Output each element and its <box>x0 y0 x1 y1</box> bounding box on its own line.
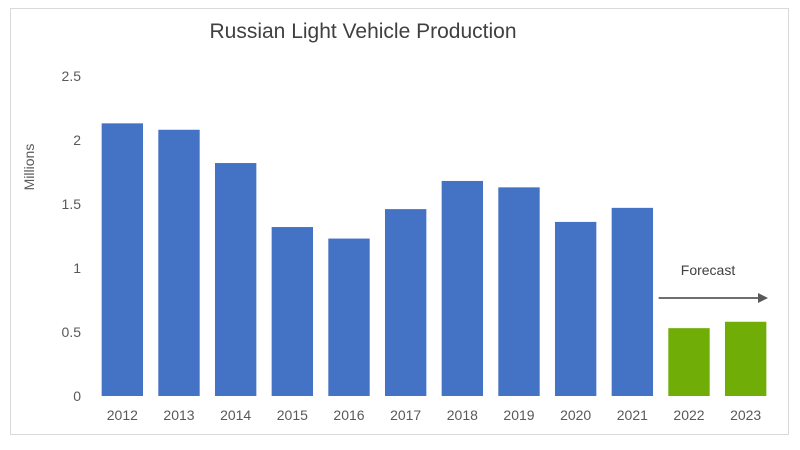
bar-2019 <box>498 187 540 396</box>
x-tick-label: 2018 <box>447 407 478 423</box>
bar-2016 <box>328 238 370 396</box>
x-tick-label: 2017 <box>390 407 421 423</box>
x-tick-label: 2015 <box>277 407 308 423</box>
y-axis-ticks: 0 0.5 1 1.5 2 2.5 <box>62 68 82 404</box>
chart-title: Russian Light Vehicle Production <box>209 20 516 43</box>
x-tick-label: 2020 <box>560 407 591 423</box>
bar-2018 <box>441 180 484 396</box>
x-tick-label: 2019 <box>503 407 534 423</box>
x-tick-label: 2023 <box>730 407 761 423</box>
bar-2021 <box>611 207 654 396</box>
bar-2014 <box>214 163 257 396</box>
chart-frame: Russian Light Vehicle Production Million… <box>10 8 789 435</box>
x-tick-label: 2022 <box>673 407 704 423</box>
bar-chart: Russian Light Vehicle Production Million… <box>21 20 768 423</box>
x-axis-ticks: 2012 2013 2014 2015 2016 2017 2018 2019 2020 2021… <box>107 407 762 423</box>
bar-2020 <box>554 221 597 396</box>
bar-2015 <box>271 227 314 396</box>
x-tick-label: 2016 <box>333 407 364 423</box>
bar-2017 <box>384 209 427 396</box>
x-tick-label: 2012 <box>107 407 138 423</box>
forecast-label: Forecast <box>681 262 736 278</box>
y-axis-label: Millions <box>21 144 37 191</box>
y-tick-label: 2 <box>73 132 81 148</box>
bar-2013 <box>158 129 200 396</box>
x-tick-label: 2021 <box>617 407 648 423</box>
x-tick-label: 2013 <box>163 407 194 423</box>
x-tick-label: 2014 <box>220 407 251 423</box>
bar-2012 <box>101 123 144 397</box>
y-tick-label: 2.5 <box>62 68 82 84</box>
forecast-arrow <box>658 293 768 303</box>
y-tick-label: 0.5 <box>62 324 82 340</box>
bar-2022 <box>668 328 710 396</box>
y-tick-label: 1 <box>73 260 81 276</box>
y-tick-label: 1.5 <box>62 196 82 212</box>
forecast-arrow-head <box>758 293 768 303</box>
bar-2023 <box>724 321 767 396</box>
y-tick-label: 0 <box>73 388 81 404</box>
bars <box>101 123 767 397</box>
